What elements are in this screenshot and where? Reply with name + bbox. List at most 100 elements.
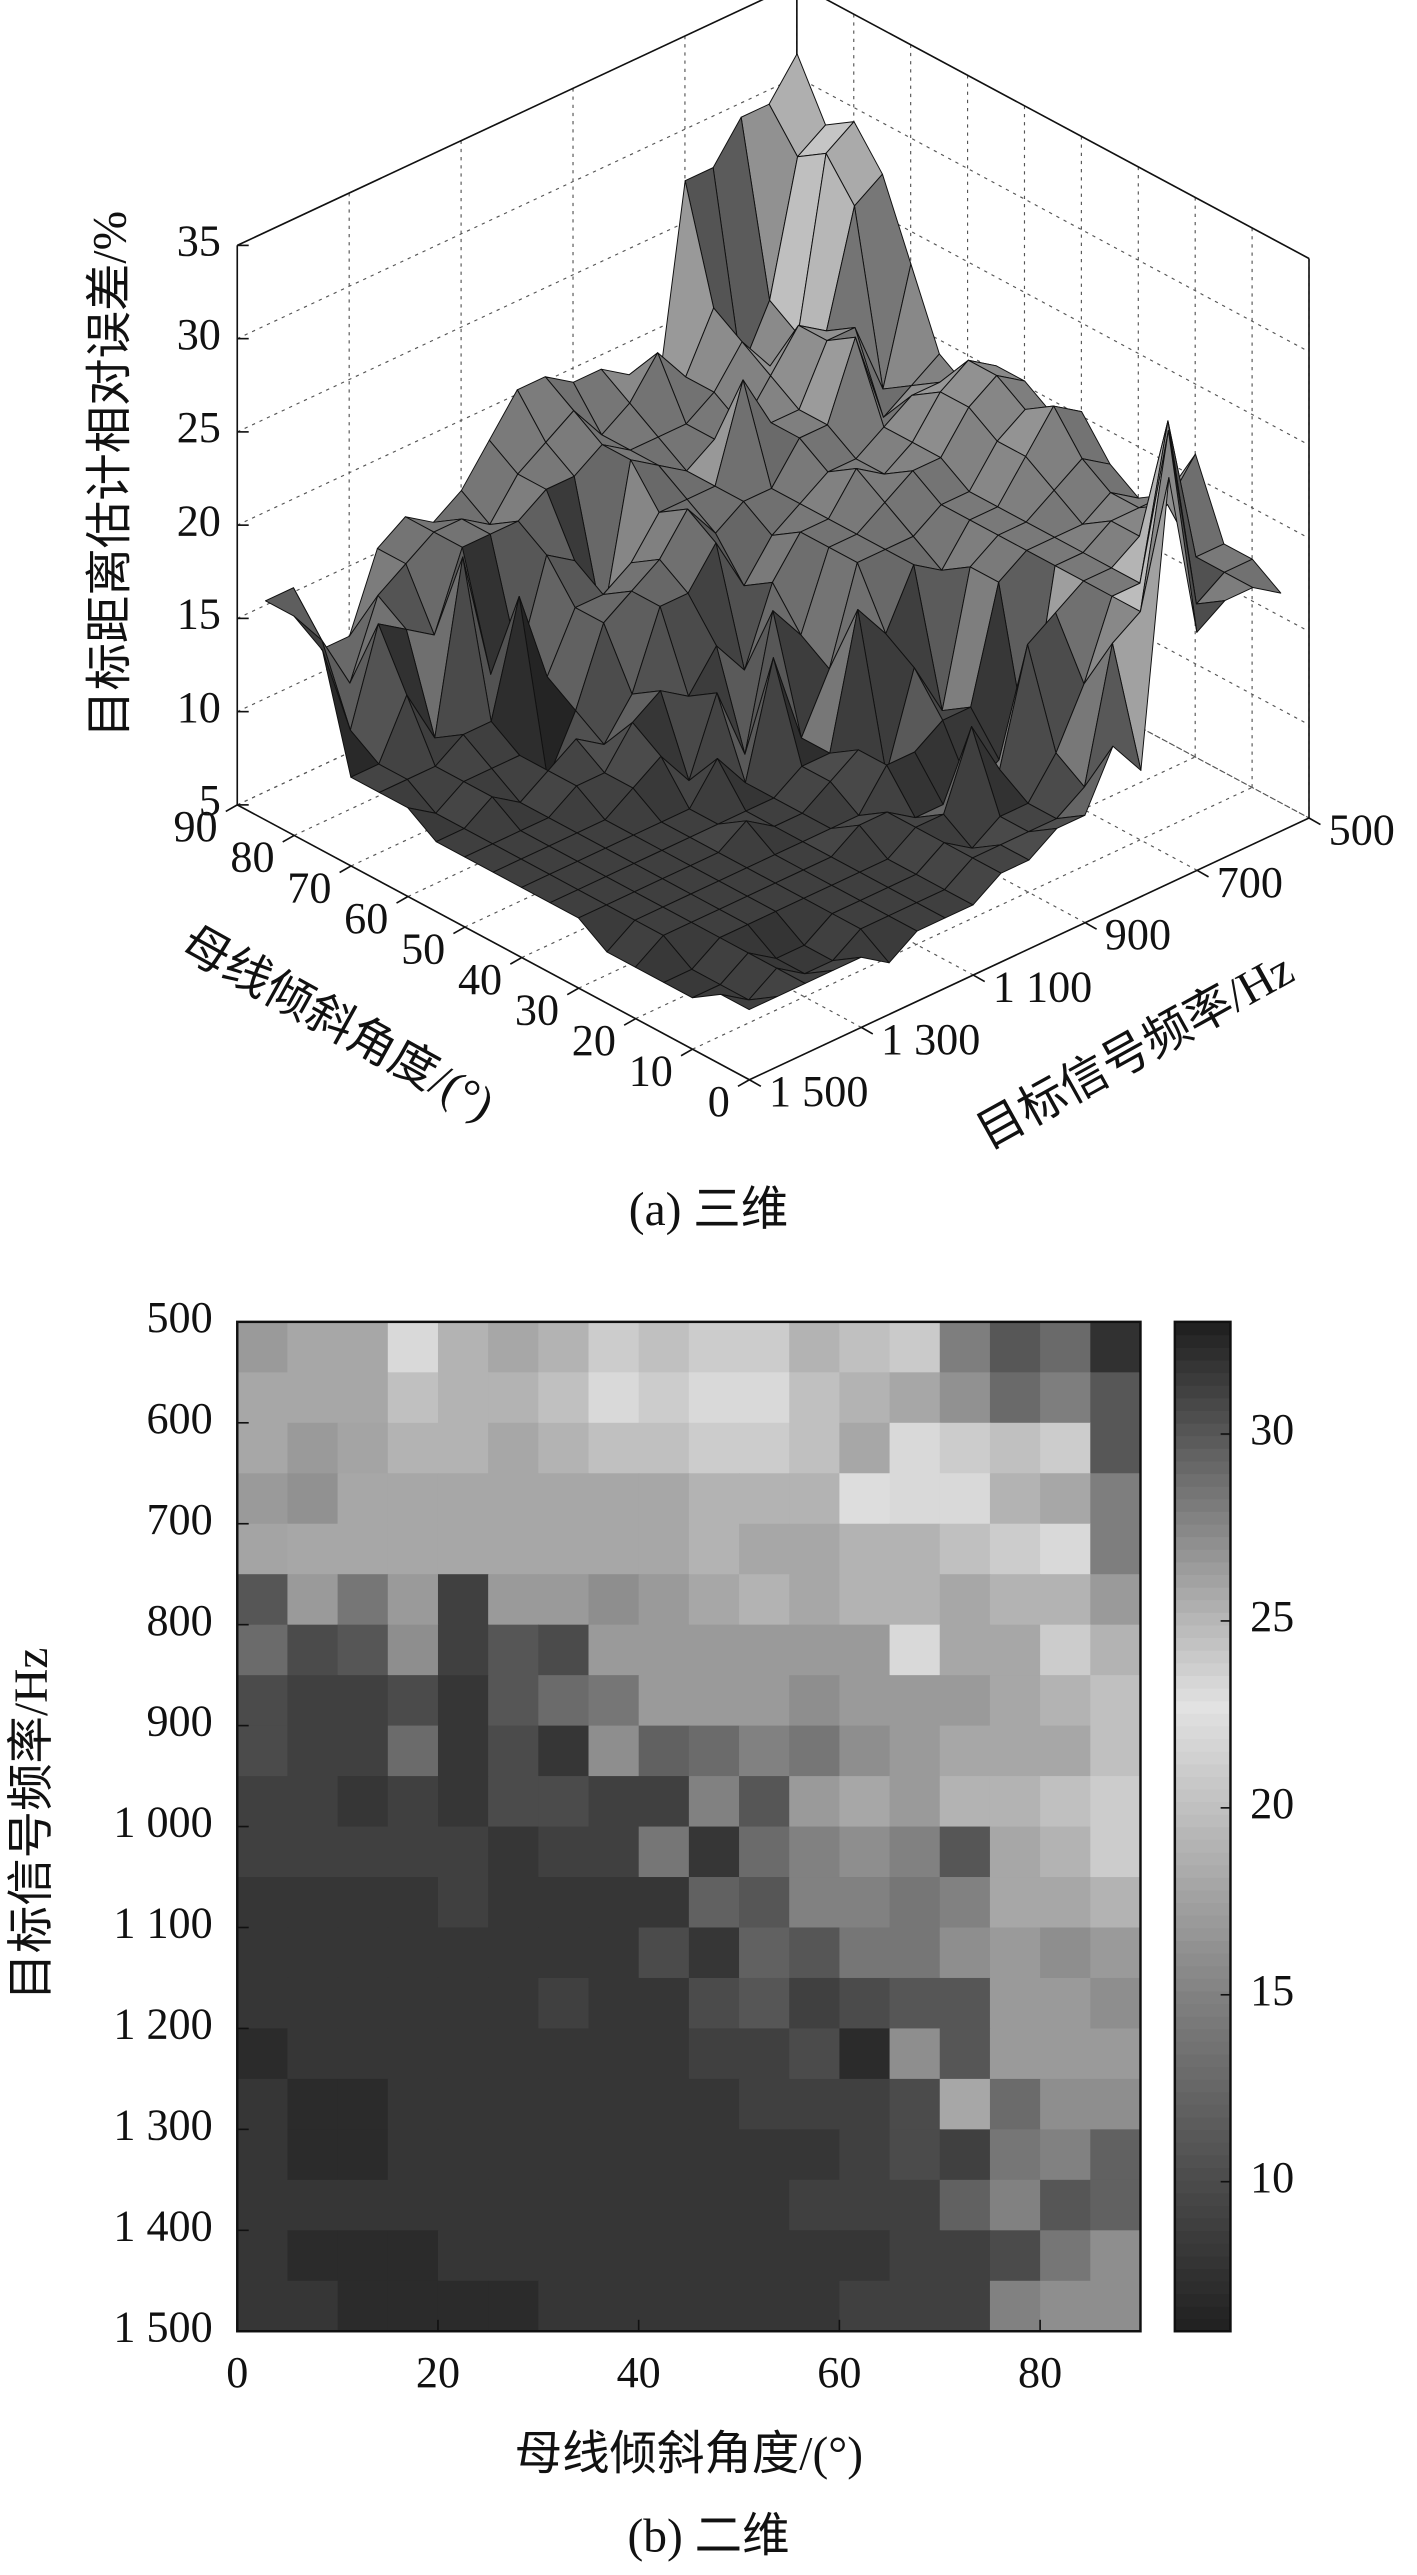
heatmap-cell [739, 2230, 790, 2282]
heatmap-cell [739, 2179, 790, 2231]
heatmap-cell [337, 1927, 389, 1979]
heatmap-cell [538, 1321, 590, 1373]
heatmap-cell [789, 1624, 841, 1676]
colorbar-strip [1174, 1839, 1231, 1853]
colorbar-strip [1174, 1523, 1231, 1538]
z-tick-label: 25 [177, 403, 221, 452]
heatmap-cell [989, 2280, 1041, 2332]
heatmap-cell [337, 2280, 389, 2332]
heatmap-cell [638, 1624, 690, 1676]
heatmap-cell [789, 2028, 841, 2080]
heatmap-cell [237, 1523, 289, 1575]
y-tick-label: 1 400 [113, 2201, 212, 2250]
heatmap-cell [939, 2129, 991, 2181]
heatmap-cell [638, 1675, 690, 1727]
heatmap-cell [839, 2028, 891, 2080]
heatmap-cell [588, 1675, 640, 1727]
heatmap-cell [739, 1776, 790, 1828]
heatmap-cell [688, 1624, 740, 1676]
heatmap-cell [237, 1977, 289, 2030]
colorbar-strip [1174, 1372, 1231, 1386]
y-tick-label: 1 300 [113, 2101, 212, 2150]
heatmap-cell [237, 2078, 289, 2131]
heatmap-cell [237, 1422, 289, 1474]
heatmap-cell [889, 1725, 941, 1777]
heatmap-cell [488, 1977, 539, 2030]
heatmap-cell [638, 1826, 690, 1878]
heatmap-cell [387, 1473, 439, 1525]
colorbar-tick-label: 20 [1250, 1779, 1294, 1828]
x-tick-label: 20 [416, 2348, 460, 2397]
colorbar-strip [1174, 2041, 1231, 2055]
colorbar-strip [1174, 2205, 1231, 2219]
colorbar-strip [1174, 1612, 1231, 1626]
heatmap-cell [688, 1927, 740, 1979]
heatmap-cell [889, 1624, 941, 1676]
heatmap-cell [638, 2129, 690, 2181]
heatmap-cell [488, 1624, 539, 1676]
heatmap-cell [939, 1826, 991, 1878]
heatmap-cell [538, 1372, 590, 1424]
colorbar-strip [1174, 2217, 1231, 2232]
x-tick-label: 10 [629, 1047, 673, 1096]
x-tick-label: 60 [344, 894, 388, 943]
colorbar-strip [1174, 1586, 1231, 1601]
heatmap-cell [1090, 2230, 1142, 2282]
heatmap-cell [839, 1927, 891, 1979]
heatmap-cell [538, 1977, 590, 2030]
heatmap-cell [387, 2280, 439, 2332]
heatmap-cell [989, 1977, 1041, 2030]
heatmap-cell [1090, 1776, 1142, 1828]
colorbar-strip [1174, 2230, 1231, 2244]
heatmap-cell [538, 1826, 590, 1878]
colorbar-strip [1174, 1801, 1231, 1815]
x-tick [339, 865, 352, 874]
heatmap-cell [1040, 2028, 1091, 2080]
heatmap-cell [437, 1422, 489, 1474]
heatmap-cell [237, 1826, 289, 1878]
heatmap-cell [939, 1675, 991, 1727]
heatmap-cell [889, 1473, 941, 1525]
axis-line [825, 0, 1310, 260]
heatmap-cell [739, 1725, 790, 1777]
heatmap-cell [939, 1977, 991, 2030]
heatmap-cell [789, 1977, 841, 2030]
x-tick-label: 90 [173, 802, 217, 851]
heatmap-cell [237, 2230, 289, 2282]
heatmap-cell [739, 1574, 790, 1626]
heatmap-cell [488, 2179, 539, 2231]
heatmap-cell [939, 1776, 991, 1828]
heatmap-cell [638, 2078, 690, 2131]
colorbar-strip [1174, 1548, 1231, 1563]
colorbar-strip [1174, 2167, 1231, 2181]
heatmap-cell [387, 2230, 439, 2282]
heatmap-cell [1040, 1473, 1091, 1525]
heatmap-cell [739, 2129, 790, 2181]
colorbar-strip [1174, 2078, 1231, 2093]
colorbar-strip [1174, 1738, 1231, 1752]
heatmap-cell [789, 1776, 841, 1828]
heatmap-cell [989, 1776, 1041, 1828]
heatmap-cell [437, 2179, 489, 2231]
colorbar-tick-label: 25 [1250, 1592, 1294, 1641]
heatmap-cell [1090, 2078, 1142, 2131]
grid-line [796, 262, 1310, 539]
y-tick [749, 1079, 762, 1087]
heatmap-cell [538, 1473, 590, 1525]
y-tick-label: 600 [146, 1394, 212, 1443]
heatmap-cell [488, 1321, 539, 1373]
heatmap-cell [287, 1321, 339, 1373]
heatmap-cell [387, 1624, 439, 1676]
heatmap-cell [1090, 1422, 1142, 1474]
heatmap-cell [287, 1422, 339, 1474]
heatmap-cell [989, 2179, 1041, 2231]
heatmap-cell [437, 1372, 489, 1424]
heatmap-cell [739, 2028, 790, 2080]
heatmap-cell [1090, 2129, 1142, 2181]
y-tick-label: 700 [146, 1495, 212, 1544]
heatmap-cell [889, 1877, 941, 1929]
heatmap-cell [889, 1776, 941, 1828]
colorbar-strip [1174, 2116, 1231, 2131]
heatmap-cell [1040, 1675, 1091, 1727]
heatmap-cell [237, 1877, 289, 1929]
